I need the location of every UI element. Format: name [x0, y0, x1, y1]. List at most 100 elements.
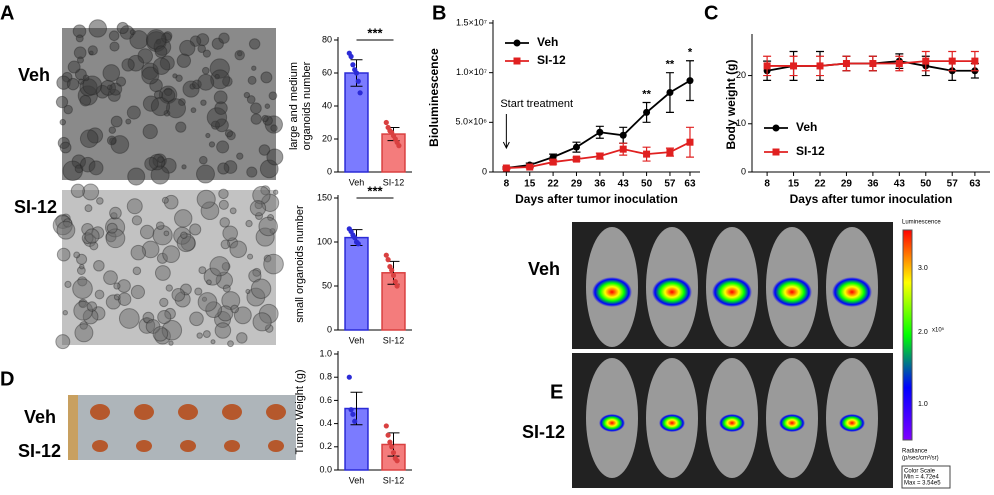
- y-axis-label: Bioluminescence: [427, 48, 441, 147]
- data-point: [394, 283, 400, 289]
- organoid: [154, 265, 171, 281]
- organoid: [214, 322, 232, 339]
- organoid: [165, 284, 173, 292]
- organoid: [176, 53, 192, 68]
- marker: [666, 148, 674, 156]
- x-tick-label: 43: [618, 179, 630, 190]
- organoid: [109, 41, 120, 52]
- organoid: [260, 71, 273, 84]
- y-tick-label: 80: [322, 34, 332, 44]
- organoid: [174, 209, 193, 228]
- y-axis-label: small organoids number: [294, 205, 306, 323]
- organoid: [222, 225, 238, 242]
- marker: [971, 57, 979, 65]
- organoid: [116, 21, 129, 35]
- marker: [842, 60, 850, 68]
- organoid: [202, 49, 211, 58]
- data-point: [389, 267, 395, 273]
- data-point: [389, 444, 395, 450]
- x-tick-label: SI-12: [383, 475, 405, 485]
- organoid: [258, 216, 278, 237]
- organoid: [208, 141, 216, 148]
- organoid: [218, 199, 229, 210]
- organoid: [189, 311, 204, 327]
- organoid: [180, 231, 188, 239]
- legend-marker: [772, 124, 780, 132]
- x-tick-label: 22: [814, 179, 826, 190]
- tumor: [224, 440, 240, 452]
- organoid: [196, 332, 203, 339]
- organoid: [194, 287, 203, 296]
- organoid: [206, 279, 212, 286]
- group-label: SI-12: [522, 422, 565, 442]
- data-point: [396, 143, 402, 149]
- organoid: [216, 140, 230, 154]
- organoid: [106, 222, 118, 234]
- organoid: [252, 312, 272, 332]
- y-tick-label: 20: [736, 70, 746, 80]
- data-point: [353, 70, 360, 76]
- organoid: [248, 38, 261, 50]
- group-label: Veh: [18, 65, 50, 85]
- significance: ***: [367, 25, 383, 40]
- significance: *: [688, 47, 693, 59]
- y-tick-label: 0: [327, 324, 332, 334]
- organoid: [229, 207, 237, 215]
- organoid: [130, 284, 146, 300]
- organoid: [246, 95, 256, 104]
- group-label: Veh: [528, 259, 560, 279]
- data-point: [346, 374, 352, 380]
- organoid: [103, 270, 118, 286]
- organoid: [59, 118, 67, 126]
- marker: [922, 57, 930, 65]
- organoid: [82, 74, 90, 82]
- data-point: [390, 272, 397, 279]
- y-axis-label: organoids number: [301, 61, 313, 150]
- x-tick-label: 63: [684, 179, 696, 190]
- data-point: [350, 411, 356, 417]
- organoid: [201, 66, 210, 75]
- organoid: [102, 64, 121, 82]
- organoid: [108, 126, 117, 134]
- organoid: [198, 266, 207, 275]
- y-tick-label: 1.5×10⁷: [456, 17, 487, 27]
- organoid: [125, 118, 132, 125]
- y-tick-label: 0.6: [319, 395, 332, 405]
- organoid: [157, 309, 172, 325]
- colorbar-title: Luminescence: [902, 220, 941, 226]
- signal: [719, 414, 745, 432]
- organoid: [110, 115, 123, 128]
- organoid: [229, 240, 248, 259]
- photos: [52, 19, 951, 489]
- organoid: [150, 96, 171, 117]
- marker: [816, 62, 824, 70]
- bar: [344, 72, 369, 173]
- data-point: [355, 241, 361, 247]
- organoid: [56, 220, 76, 240]
- organoid: [131, 215, 143, 226]
- colorbar-box: [901, 465, 951, 489]
- x-tick-label: 22: [548, 179, 560, 190]
- y-tick-label: 0.2: [319, 441, 332, 451]
- organoid: [94, 289, 105, 300]
- organoid: [157, 156, 164, 163]
- organoid: [55, 95, 69, 109]
- organoid: [152, 326, 169, 342]
- data-point: [394, 458, 400, 464]
- organoid: [236, 332, 248, 344]
- y-tick-label: 5.0×10⁶: [456, 117, 488, 127]
- data-point: [392, 279, 398, 285]
- organoid: [70, 183, 86, 198]
- organoid: [141, 66, 160, 85]
- organoid: [84, 204, 93, 213]
- organoid: [220, 239, 231, 250]
- organoid: [155, 221, 165, 230]
- organoid: [263, 253, 284, 275]
- panel-label: E: [550, 381, 563, 403]
- data-point: [352, 235, 358, 241]
- organoid: [197, 73, 215, 91]
- data-point: [385, 432, 391, 438]
- data-point: [352, 418, 358, 424]
- organoid: [197, 44, 206, 53]
- organoid: [59, 141, 72, 154]
